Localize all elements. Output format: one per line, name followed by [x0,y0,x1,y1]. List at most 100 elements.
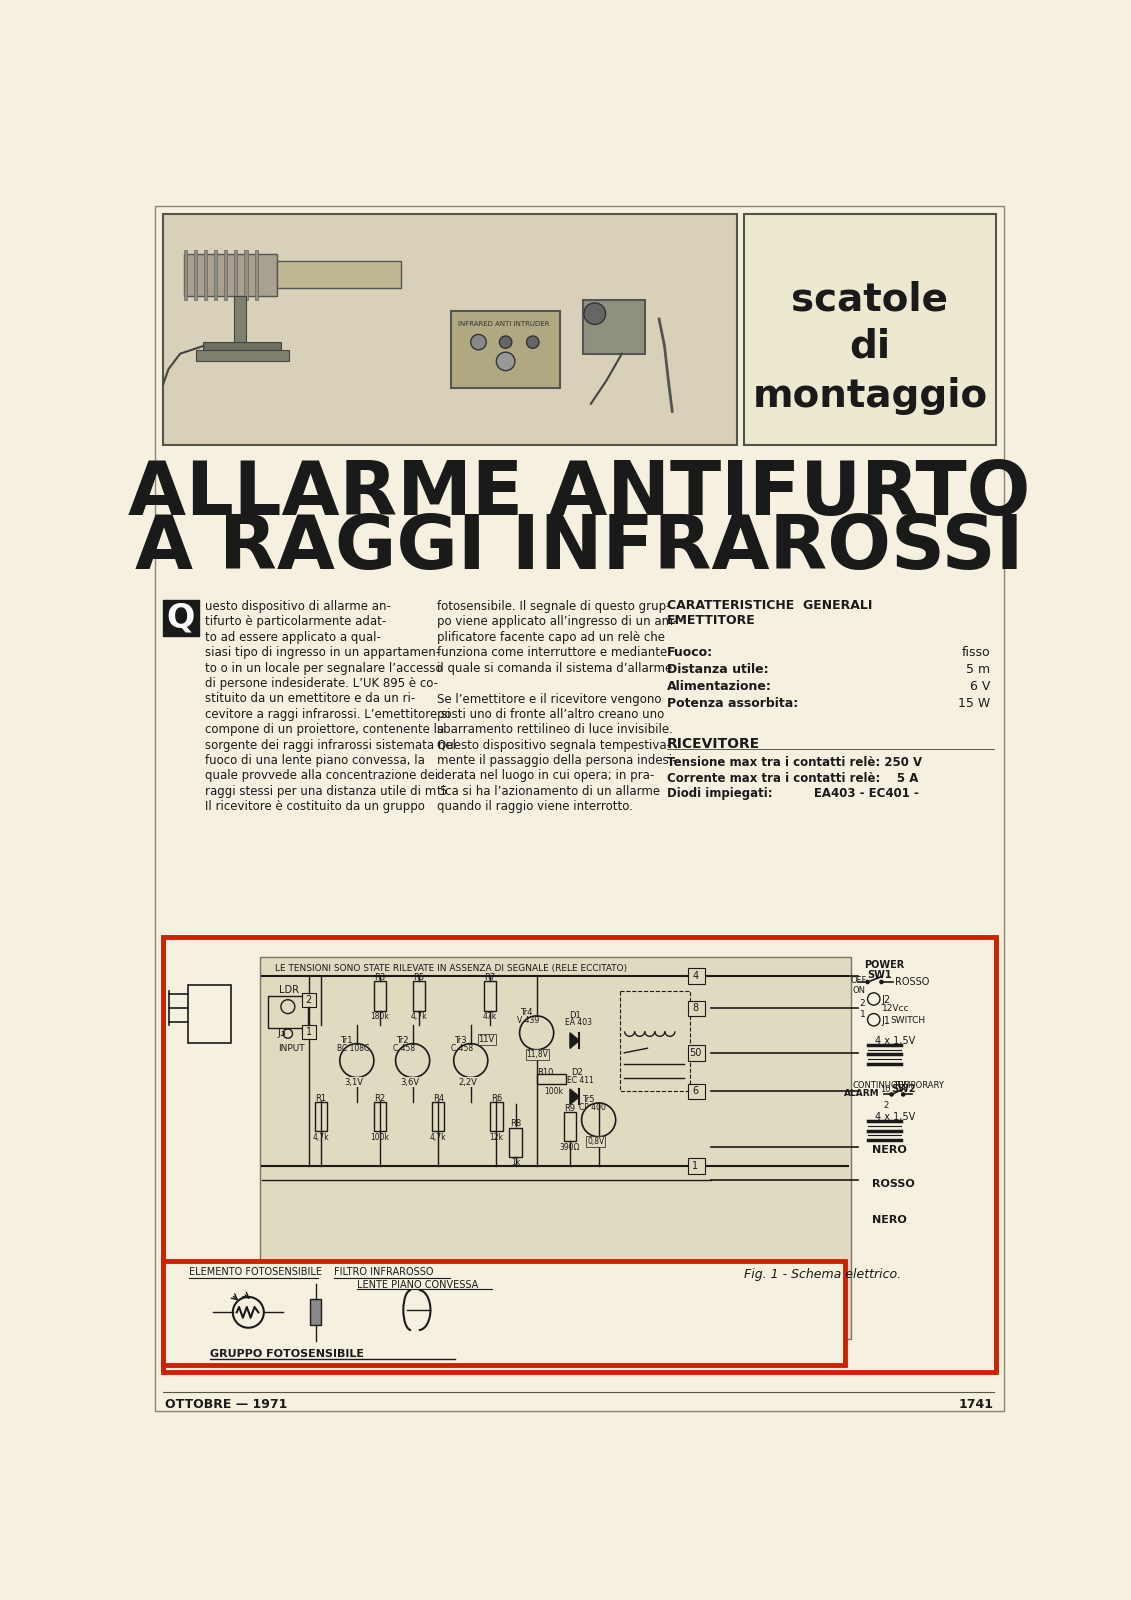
Text: 1: 1 [692,1162,699,1171]
Text: 1: 1 [305,1027,312,1037]
Text: sbarramento rettilineo di luce invisibile.: sbarramento rettilineo di luce invisibil… [438,723,673,736]
Bar [620,992,690,1091]
Bar [563,1112,576,1141]
Bar [536,1074,567,1085]
Text: siasi tipo di ingresso in un appartamen-: siasi tipo di ingresso in un appartamen- [205,646,440,659]
Bar [184,250,187,299]
Text: INFRARED ANTI INTRUDER: INFRARED ANTI INTRUDER [458,322,549,328]
Bar [490,1102,502,1131]
Text: ELEMENTO FOTOSENSIBILE: ELEMENTO FOTOSENSIBILE [189,1267,322,1277]
Circle shape [901,1093,906,1096]
Text: 390Ω: 390Ω [560,1142,580,1152]
Circle shape [470,334,486,350]
Bar [244,250,248,299]
Text: quale provvede alla concentrazione dei: quale provvede alla concentrazione dei [205,770,438,782]
Text: Il ricevitore è costituito da un gruppo: Il ricevitore è costituito da un gruppo [205,800,425,813]
Text: Tr3: Tr3 [454,1035,466,1045]
Text: Questo dispositivo segnala tempestiva-: Questo dispositivo segnala tempestiva- [438,739,672,752]
Text: J1: J1 [881,1016,890,1026]
Text: 3,1V: 3,1V [345,1077,363,1086]
Text: funziona come interruttore e mediante: funziona come interruttore e mediante [438,646,667,659]
Text: Tr1: Tr1 [339,1035,352,1045]
Text: LE TENSIONI SONO STATE RILEVATE IN ASSENZA DI SEGNALE (RELE ECCITATO): LE TENSIONI SONO STATE RILEVATE IN ASSEN… [276,963,628,973]
Circle shape [879,979,883,984]
Text: D1: D1 [569,1011,581,1019]
Text: di: di [849,326,890,365]
Text: tica si ha l’azionamento di un allarme: tica si ha l’azionamento di un allarme [438,786,661,798]
Text: Fuoco:: Fuoco: [667,646,713,659]
Text: 1741: 1741 [959,1398,994,1411]
Text: R1: R1 [316,1094,327,1102]
Text: Diodi impiegati:          EA403 - EC401 -: Diodi impiegati: EA403 - EC401 - [667,787,918,800]
Text: BC 108C: BC 108C [337,1043,370,1053]
Text: uesto dispositivo di allarme an-: uesto dispositivo di allarme an- [205,600,391,613]
Text: SW2: SW2 [891,1085,915,1094]
Text: NERO: NERO [872,1214,907,1224]
Text: LENTE PIANO CONVESSA: LENTE PIANO CONVESSA [356,1280,478,1290]
Text: tifurto è particolarmente adat-: tifurto è particolarmente adat- [205,616,386,629]
Text: 6 V: 6 V [969,680,990,693]
Text: Corrente max tra i contatti relè:    5 A: Corrente max tra i contatti relè: 5 A [667,771,918,786]
Text: scatole: scatole [792,282,949,318]
Text: 12Vcc: 12Vcc [881,1005,909,1013]
Text: TEMPORARY: TEMPORARY [893,1082,944,1090]
Text: INPUT: INPUT [278,1043,304,1053]
Bar [432,1102,444,1131]
Text: ON: ON [853,986,866,995]
Bar [163,938,996,1373]
Text: R6: R6 [491,1094,502,1102]
Text: 4,7k: 4,7k [313,1133,329,1142]
Circle shape [889,1093,893,1096]
Text: raggi stessi per una distanza utile di m 5.: raggi stessi per una distanza utile di m… [205,786,451,798]
Circle shape [865,979,870,984]
Text: Tr5: Tr5 [581,1096,594,1104]
Text: 4: 4 [692,971,699,981]
Text: Potenza assorbita:: Potenza assorbita: [667,698,798,710]
Bar [260,957,851,1339]
Text: SWITCH: SWITCH [891,1016,926,1026]
Text: J3: J3 [278,1029,287,1038]
Bar [484,981,497,1011]
Text: fisso: fisso [961,646,990,659]
Text: il quale si comanda il sistema d’allarme.: il quale si comanda il sistema d’allarme… [438,662,676,675]
Text: 5 m: 5 m [966,664,990,677]
Text: 0,8V: 0,8V [587,1136,604,1146]
Text: 1k: 1k [511,1158,520,1168]
Text: 2,2V: 2,2V [458,1077,477,1086]
Bar [688,968,705,984]
Text: RICEVITORE: RICEVITORE [667,738,760,750]
Bar [374,1102,387,1131]
Bar [302,992,316,1006]
Polygon shape [570,1034,579,1048]
Polygon shape [570,1090,579,1104]
Bar [195,250,197,299]
Circle shape [497,352,515,371]
Text: OTTOBRE — 1971: OTTOBRE — 1971 [165,1398,287,1411]
Text: Fig. 1 - Schema elettrico.: Fig. 1 - Schema elettrico. [744,1269,901,1282]
Text: 2: 2 [883,1101,889,1110]
Bar [688,1158,705,1174]
Bar [184,253,277,296]
Text: sorgente dei raggi infrarossi sistemata nel: sorgente dei raggi infrarossi sistemata … [205,739,456,752]
Text: 2: 2 [860,998,865,1008]
Bar [234,296,247,342]
Bar [451,312,560,389]
Text: quando il raggio viene interrotto.: quando il raggio viene interrotto. [438,800,633,813]
Bar [268,995,308,1029]
Text: di persone indesiderate. L’UK 895 è co-: di persone indesiderate. L’UK 895 è co- [205,677,438,690]
Text: 4,7k: 4,7k [430,1133,447,1142]
Text: EA 403: EA 403 [564,1018,592,1027]
Text: Tensione max tra i contatti relè: 250 V: Tensione max tra i contatti relè: 250 V [667,757,922,770]
Text: 4 x 1,5V: 4 x 1,5V [875,1035,916,1046]
Bar [314,1102,327,1131]
Bar [214,250,217,299]
Text: C 458: C 458 [451,1043,474,1053]
Bar [688,1000,705,1016]
Text: 15 W: 15 W [958,698,990,710]
Text: compone di un proiettore, contenente la: compone di un proiettore, contenente la [205,723,444,736]
Text: Tr2: Tr2 [396,1035,408,1045]
Text: CONTINUOUS: CONTINUOUS [852,1082,909,1090]
Circle shape [500,336,512,349]
Text: posti uno di fronte all’altro creano uno: posti uno di fronte all’altro creano uno [438,707,665,722]
Text: 1: 1 [860,1010,865,1019]
